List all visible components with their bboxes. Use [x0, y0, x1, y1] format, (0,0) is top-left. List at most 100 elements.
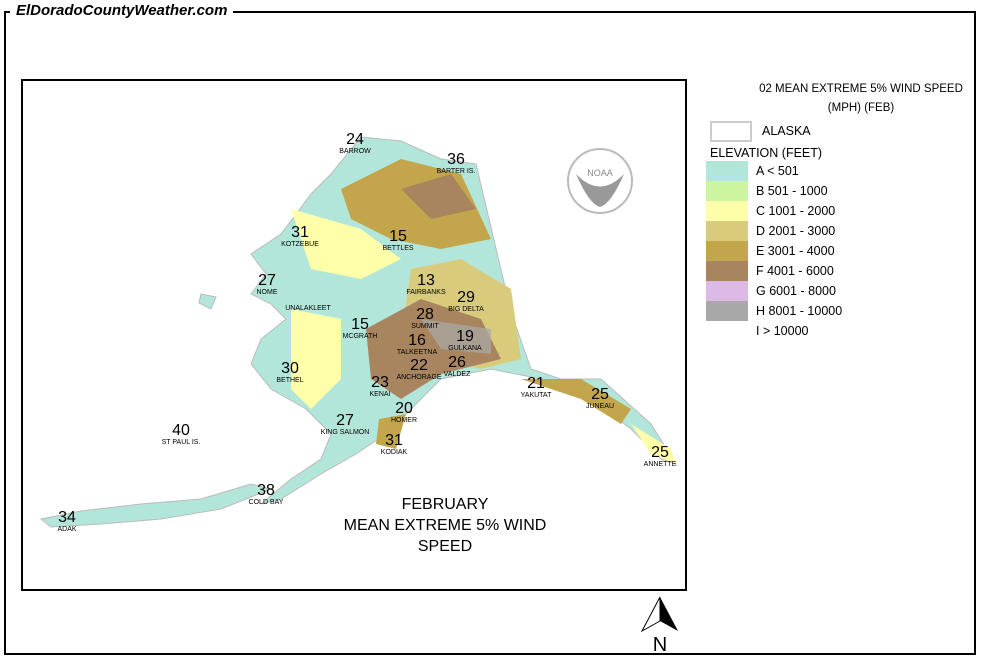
station-name: ST PAUL IS. [161, 439, 201, 446]
station-st-paul-is: 40 ST PAUL IS. [161, 422, 201, 447]
station-value: 26 [448, 354, 466, 371]
station-value: 29 [457, 289, 475, 306]
station-unalakleet: UNALAKLEET [285, 305, 331, 312]
station-bethel: 30 BETHEL [276, 360, 304, 385]
station-value: 23 [371, 374, 389, 391]
noaa-logo: NOAA [567, 148, 633, 214]
legend-label: G 6001 - 8000 [756, 284, 836, 298]
legend-units: (MPH) (FEB) [827, 102, 895, 114]
station-value: 38 [257, 482, 275, 499]
station-adak: 34 ADAK [57, 509, 77, 534]
legend-item: A < 501 [706, 161, 976, 181]
legend-swatch [706, 181, 748, 201]
station-name: KENAI [369, 391, 391, 398]
station-kotzebue: 31 KOTZEBUE [281, 224, 319, 249]
station-name: BARROW [339, 148, 371, 155]
station-value: 31 [291, 224, 309, 241]
legend-item: I > 10000 [706, 321, 976, 341]
legend-swatch [706, 321, 748, 341]
station-value: 31 [385, 432, 403, 449]
station-homer: 20 HOMER [390, 400, 418, 425]
station-value: 13 [417, 272, 435, 289]
station-name: KOTZEBUE [281, 241, 319, 248]
station-value: 28 [416, 306, 434, 323]
legend-label: E 3001 - 4000 [756, 244, 835, 258]
station-name: BETHEL [276, 377, 304, 384]
station-name: HOMER [390, 417, 418, 424]
alaska-boundary-swatch [710, 120, 752, 142]
station-value: 20 [395, 400, 413, 417]
legend-label: F 4001 - 6000 [756, 264, 834, 278]
legend-elevation-heading: ELEVATION (FEET) [710, 146, 823, 160]
station-talkeetna: 16 TALKEETNA [396, 333, 438, 357]
north-label: N [653, 634, 667, 656]
legend-label: H 8001 - 10000 [756, 304, 843, 318]
legend-swatch [706, 221, 748, 241]
legend-item: H 8001 - 10000 [706, 301, 976, 321]
station-value: 40 [172, 422, 190, 439]
legend-item: C 1001 - 2000 [706, 201, 976, 221]
station-name: ANNETTE [643, 461, 677, 468]
station-name: VALDEZ [443, 371, 471, 378]
outer-border [4, 11, 976, 655]
station-value: 24 [346, 131, 364, 148]
legend-swatch [706, 161, 748, 181]
legend-swatch [706, 301, 748, 321]
station-juneau: 25 JUNEAU [585, 386, 615, 411]
legend-item: F 4001 - 6000 [706, 261, 976, 281]
station-name: MCGRATH [342, 333, 378, 340]
station-value: 34 [58, 509, 76, 526]
station-name: UNALAKLEET [285, 305, 331, 312]
station-gulkana: 19 GULKANA [448, 328, 482, 353]
station-value: 22 [410, 357, 428, 374]
alaska-landmass [39, 136, 678, 528]
alaska-map: NOAA [39, 136, 678, 528]
station-value: 27 [336, 412, 354, 429]
legend-label: A < 501 [756, 164, 799, 178]
station-value: 25 [651, 444, 669, 461]
legend-label: I > 10000 [756, 324, 809, 338]
station-name: NOME [256, 289, 278, 296]
legend-item: B 501 - 1000 [706, 181, 976, 201]
station-barrow: 24 BARROW [339, 131, 371, 156]
station-kodiak: 31 KODIAK [380, 432, 408, 457]
legend-swatch [706, 241, 748, 261]
station-name: SUMMIT [411, 323, 439, 330]
station-name: KODIAK [380, 449, 408, 456]
station-name: FAIRBANKS [406, 289, 446, 296]
station-name: TALKEETNA [396, 349, 438, 356]
station-name: ADAK [57, 526, 77, 533]
legend-item: D 2001 - 3000 [706, 221, 976, 241]
station-value: 19 [456, 328, 474, 345]
station-mcgrath: 15 MCGRATH [342, 316, 378, 341]
station-value: 30 [281, 360, 299, 377]
station-name: BARTER IS. [436, 168, 476, 175]
station-kenai: 23 KENAI [369, 374, 391, 399]
map-title-month: FEBRUARY [401, 496, 489, 513]
legend-swatch [706, 281, 748, 301]
legend-item: E 3001 - 4000 [706, 241, 976, 261]
station-name: YAKUTAT [520, 392, 552, 399]
station-name: BIG DELTA [448, 306, 484, 313]
station-barter-is: 36 BARTER IS. [436, 152, 476, 176]
legend-swatch [706, 201, 748, 221]
station-name: JUNEAU [585, 403, 615, 410]
station-value: 25 [591, 386, 609, 403]
station-name: BETTLES [382, 245, 414, 252]
station-nome: 27 NOME [256, 272, 278, 297]
station-summit: 28 SUMMIT [411, 306, 439, 331]
station-name: COLD BAY [248, 499, 284, 506]
legend-swatch [706, 261, 748, 281]
legend-title: 02 MEAN EXTREME 5% WIND SPEED [759, 83, 963, 95]
station-big-delta: 29 BIG DELTA [448, 289, 484, 314]
station-value: 27 [258, 272, 276, 289]
map-title-metric: MEAN EXTREME 5% WIND SPEED [343, 517, 547, 555]
map-title: FEBRUARY MEAN EXTREME 5% WIND SPEED [330, 494, 560, 557]
station-yakutat: 21 YAKUTAT [520, 376, 552, 400]
station-annette: 25 ANNETTE [643, 444, 677, 469]
station-value: 15 [389, 228, 407, 245]
station-name: GULKANA [448, 345, 482, 352]
station-value: 15 [351, 316, 369, 333]
legend-label: B 501 - 1000 [756, 184, 828, 198]
